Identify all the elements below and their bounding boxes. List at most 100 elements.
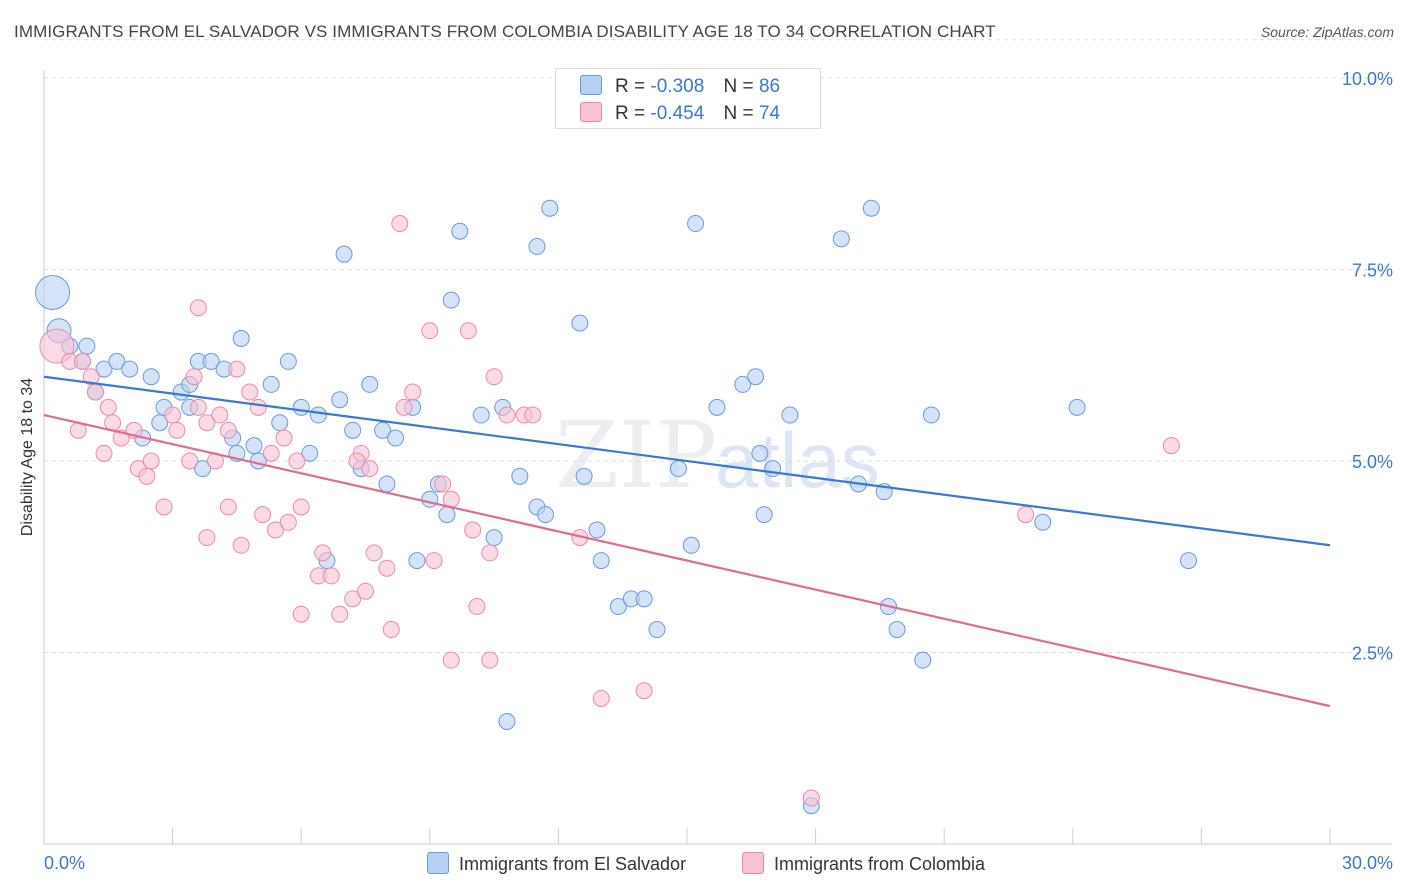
colombia-point [168,421,186,439]
el-salvador-point [1034,513,1052,531]
el-salvador-point [1180,552,1198,570]
colombia-point [198,529,216,547]
el-salvador-point [194,460,212,478]
el-salvador-point [528,238,546,256]
el-salvador-point [245,437,263,455]
colombia-point [434,475,452,493]
el-salvador-point [781,406,799,424]
y-tick-label: 5.0% [1352,452,1393,472]
colombia-point [189,299,207,317]
colombia-point [198,414,216,432]
colombia-point [211,406,229,424]
colombia-point [357,582,374,600]
legend-n-label: N = [723,103,754,124]
legend-label-el-salvador: Immigrants from El Salvador [459,854,687,874]
el-salvador-point [498,712,516,730]
colombia-point [74,352,92,370]
el-salvador-point [575,467,593,485]
colombia-point [164,406,182,424]
el-salvador-point [751,444,769,462]
colombia-point [292,605,310,623]
el-salvador-point [571,314,589,332]
legend-swatch-colombia [580,102,602,122]
el-salvador-point [378,475,396,493]
legend-r-value: -0.308 [650,76,705,97]
chart-title: IMMIGRANTS FROM EL SALVADOR VS IMMIGRANT… [14,22,996,41]
colombia-point [138,467,156,485]
x-tick-label: 30.0% [1342,853,1393,873]
el-salvador-point [832,230,850,248]
el-salvador-point [108,352,126,370]
colombia-point [189,398,207,416]
colombia-point [348,452,366,470]
colombia-point [219,498,237,516]
axis-layer [43,70,1392,845]
x-tick-label: 0.0% [44,853,85,873]
colombia-point [331,605,349,623]
y-axis-title: Disability Age 18 to 34 [19,377,36,537]
el-salvador-point [271,414,289,432]
colombia-point [86,383,104,401]
colombia-point [635,682,653,700]
el-salvador-point [442,291,460,309]
colombia-point [425,552,443,570]
el-salvador-point [387,429,405,447]
el-salvador-point [708,398,726,416]
el-salvador-point [95,360,113,378]
colombia-point [266,521,284,539]
colombia-point [481,544,499,562]
legend-n-label: N = [723,76,754,97]
el-salvador-point [279,352,297,370]
colombia-point [279,513,297,531]
colombia-point [344,590,362,608]
el-salvador-point [682,536,700,554]
stats-legend: R = -0.308 N = 86 R = -0.454 N = 74 [555,68,821,129]
el-salvador-point [361,375,379,393]
el-salvador-point [537,506,555,524]
legend-swatch-el-salvador [580,75,602,95]
el-salvador-point [344,421,362,439]
el-salvador-point [438,506,456,524]
colombia-point [292,498,310,516]
colombia-point [181,452,199,470]
colombia-point [468,598,486,616]
el-salvador-point [472,406,490,424]
colombia-point [378,559,396,577]
el-salvador-point [232,329,250,347]
colombia-point [459,322,477,340]
colombia-point [254,506,272,524]
legend-item-el-salvador[interactable]: Immigrants from El Salvador [427,852,686,875]
colombia-point [228,360,246,378]
colombia-point [464,521,482,539]
el-salvador-point [609,598,627,616]
colombia-point [288,452,306,470]
el-salvador-point [1068,398,1086,416]
el-salvador-point [687,215,705,233]
source-label: Source: ZipAtlas.com [1260,24,1394,40]
colombia-point [95,444,113,462]
legend-item-colombia[interactable]: Immigrants from Colombia [742,852,985,875]
el-salvador-point [747,368,765,386]
el-salvador-point [309,406,327,424]
el-salvador-point [648,621,666,639]
colombia-point [155,498,173,516]
el-salvador-point [121,360,139,378]
legend-r-label: R = [615,103,646,124]
y-tick-label: 2.5% [1352,644,1393,664]
el-salvador-point [635,590,653,608]
el-salvador-point [374,421,392,439]
el-salvador-point [914,651,932,669]
colombia-point [275,429,293,447]
watermark-zip: ZIP [555,402,717,509]
el-salvador-point [292,398,310,416]
legend-swatch-colombia [742,852,764,874]
legend-r-value: -0.454 [650,103,705,124]
el-salvador-point [78,337,96,355]
el-salvador-point [142,368,160,386]
colombia-point [249,398,267,416]
colombia-point [404,383,422,401]
el-salvador-point [408,552,426,570]
el-salvador-point [888,621,906,639]
el-salvador-point [734,375,752,393]
